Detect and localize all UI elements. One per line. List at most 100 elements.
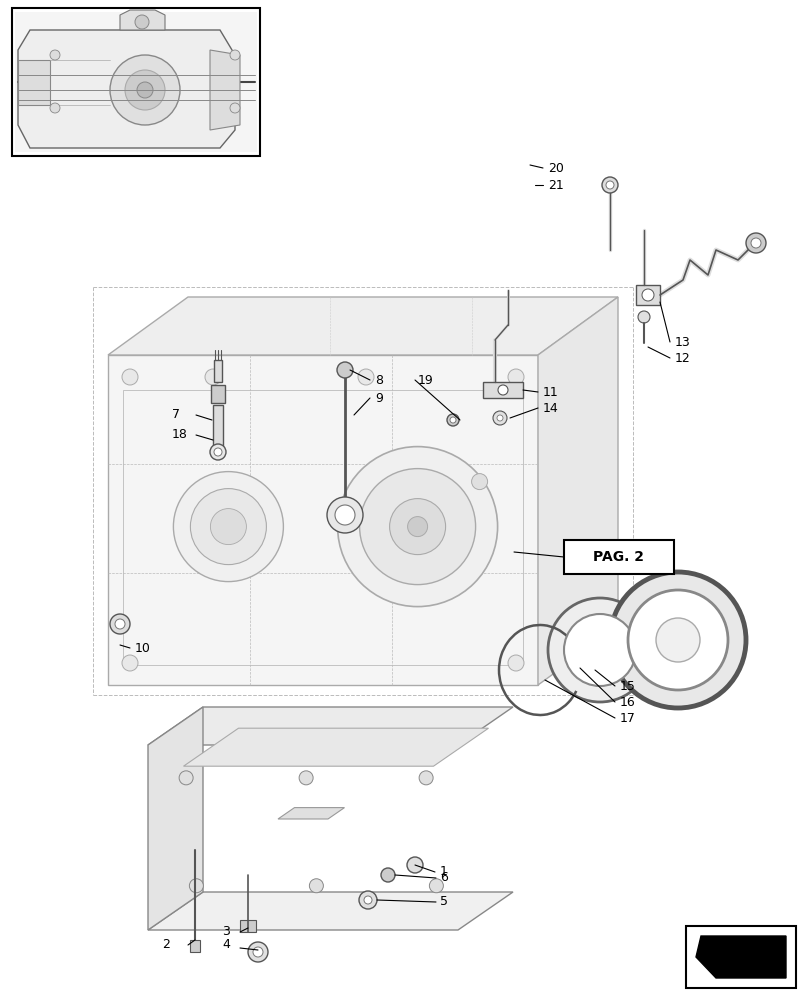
Circle shape — [627, 590, 727, 690]
Polygon shape — [483, 382, 522, 398]
Circle shape — [109, 614, 130, 634]
Text: 17: 17 — [620, 712, 635, 724]
Circle shape — [327, 497, 363, 533]
Circle shape — [637, 311, 649, 323]
Polygon shape — [108, 297, 617, 355]
Circle shape — [122, 655, 138, 671]
Bar — [15, 12, 257, 152]
Circle shape — [50, 103, 60, 113]
Circle shape — [125, 70, 165, 110]
Bar — [212, 405, 223, 450]
Bar — [240, 920, 255, 932]
Circle shape — [492, 411, 506, 425]
Text: 16: 16 — [620, 696, 635, 708]
Circle shape — [122, 369, 138, 385]
Bar — [211, 385, 225, 403]
Text: 21: 21 — [547, 179, 563, 192]
Bar — [564, 540, 673, 574]
Text: 1: 1 — [440, 865, 448, 878]
Circle shape — [418, 771, 432, 785]
Circle shape — [547, 598, 651, 702]
Text: 5: 5 — [440, 895, 448, 908]
Circle shape — [564, 614, 635, 686]
Text: 12: 12 — [674, 352, 690, 364]
Polygon shape — [538, 297, 617, 685]
Text: 15: 15 — [620, 680, 635, 692]
Circle shape — [230, 50, 240, 60]
Circle shape — [508, 369, 523, 385]
Circle shape — [406, 857, 423, 873]
Text: 14: 14 — [543, 401, 558, 414]
Bar — [685, 926, 795, 988]
Circle shape — [449, 417, 456, 423]
Polygon shape — [120, 10, 165, 30]
Circle shape — [358, 891, 376, 909]
Polygon shape — [215, 435, 221, 445]
Text: 20: 20 — [547, 162, 563, 175]
Circle shape — [210, 444, 225, 460]
Circle shape — [50, 50, 60, 60]
Circle shape — [174, 472, 283, 582]
Text: 9: 9 — [375, 391, 383, 404]
Text: 4: 4 — [221, 938, 230, 951]
Polygon shape — [148, 707, 513, 745]
Circle shape — [508, 655, 523, 671]
Circle shape — [210, 509, 246, 545]
Circle shape — [253, 947, 263, 957]
Circle shape — [335, 505, 354, 525]
Circle shape — [298, 771, 313, 785]
Text: 13: 13 — [674, 336, 690, 349]
Bar — [190, 940, 200, 952]
Circle shape — [471, 474, 487, 490]
Circle shape — [247, 942, 268, 962]
Text: 10: 10 — [135, 642, 151, 654]
Circle shape — [135, 15, 148, 29]
Circle shape — [601, 177, 617, 193]
Circle shape — [655, 618, 699, 662]
Text: 19: 19 — [418, 373, 433, 386]
Polygon shape — [148, 707, 203, 930]
Circle shape — [389, 499, 445, 555]
Bar — [12, 8, 260, 156]
Polygon shape — [277, 808, 344, 819]
Circle shape — [496, 415, 502, 421]
Polygon shape — [148, 892, 513, 930]
Circle shape — [230, 103, 240, 113]
Polygon shape — [183, 728, 488, 766]
Polygon shape — [18, 30, 234, 148]
Bar — [214, 360, 221, 382]
Text: 6: 6 — [440, 871, 448, 884]
Circle shape — [359, 469, 475, 585]
Polygon shape — [635, 285, 659, 305]
Circle shape — [609, 572, 745, 708]
Circle shape — [190, 489, 266, 565]
Text: 3: 3 — [221, 925, 230, 938]
Bar — [122, 390, 522, 665]
Circle shape — [429, 879, 443, 893]
Circle shape — [337, 447, 497, 607]
Circle shape — [358, 369, 374, 385]
Circle shape — [745, 233, 765, 253]
Text: 7: 7 — [172, 408, 180, 422]
Circle shape — [214, 448, 221, 456]
Circle shape — [750, 238, 760, 248]
Polygon shape — [108, 355, 538, 685]
Circle shape — [337, 362, 353, 378]
Polygon shape — [695, 936, 785, 978]
Circle shape — [380, 868, 394, 882]
Text: PAG. 2: PAG. 2 — [593, 550, 644, 564]
Text: 2: 2 — [162, 938, 169, 951]
Circle shape — [407, 517, 427, 537]
Polygon shape — [210, 50, 240, 130]
Text: 18: 18 — [172, 428, 187, 442]
Circle shape — [363, 896, 371, 904]
Circle shape — [204, 369, 221, 385]
Circle shape — [137, 82, 152, 98]
Text: 11: 11 — [543, 385, 558, 398]
Circle shape — [497, 385, 508, 395]
Circle shape — [642, 289, 653, 301]
Circle shape — [109, 55, 180, 125]
Text: 8: 8 — [375, 373, 383, 386]
Polygon shape — [18, 60, 50, 105]
Circle shape — [446, 414, 458, 426]
